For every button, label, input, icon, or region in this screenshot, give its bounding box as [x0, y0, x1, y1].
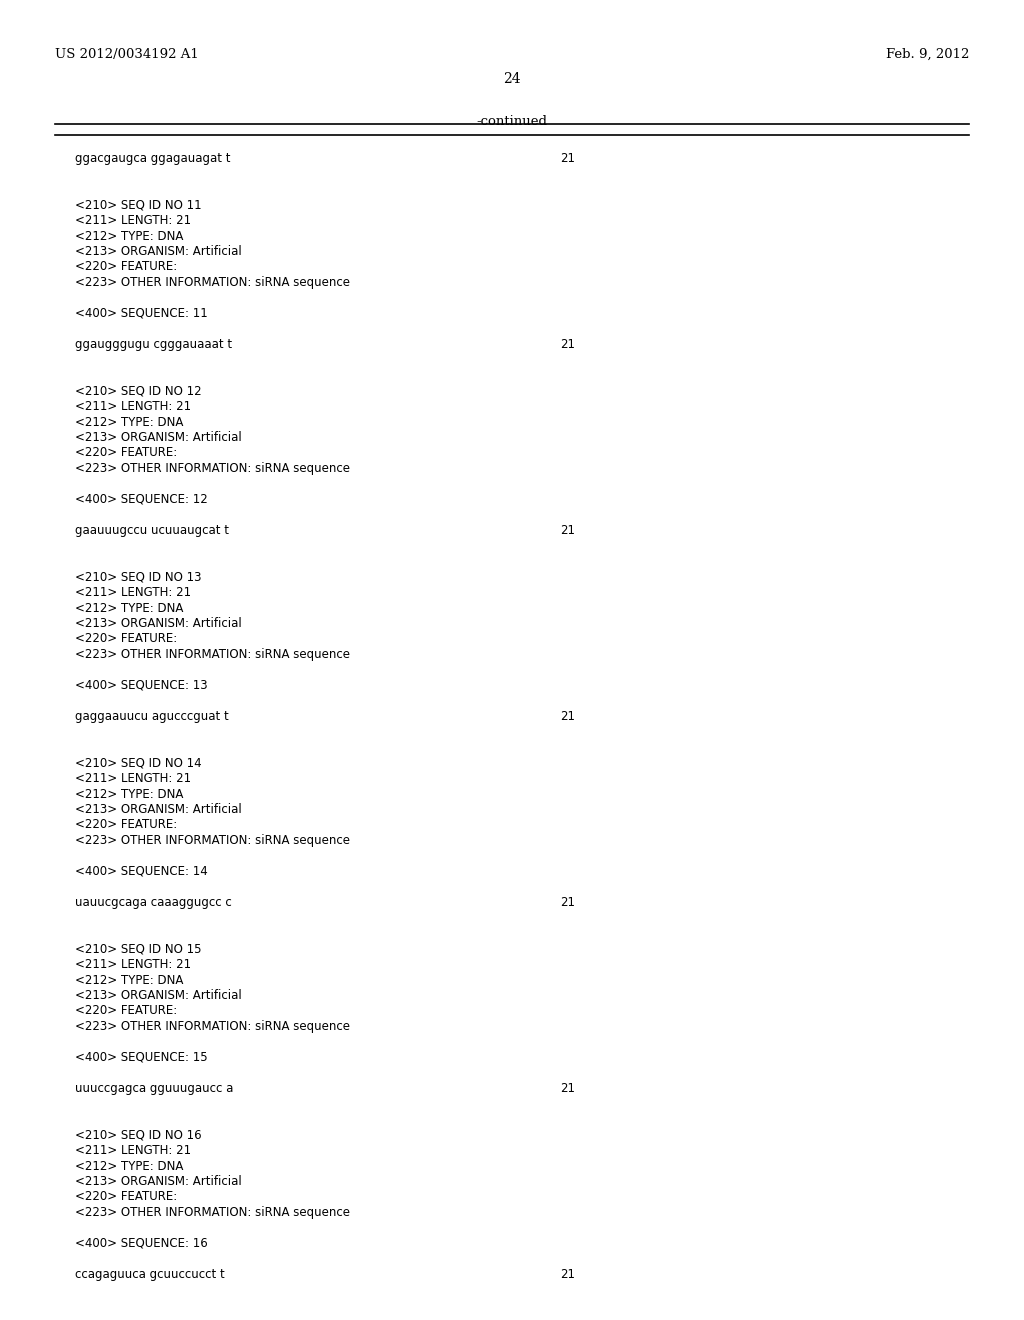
Text: ggacgaugca ggagauagat t: ggacgaugca ggagauagat t: [75, 152, 230, 165]
Text: <210> SEQ ID NO 15: <210> SEQ ID NO 15: [75, 942, 202, 956]
Text: <223> OTHER INFORMATION: siRNA sequence: <223> OTHER INFORMATION: siRNA sequence: [75, 834, 350, 847]
Text: ccagaguuca gcuuccucct t: ccagaguuca gcuuccucct t: [75, 1269, 224, 1280]
Text: 21: 21: [560, 1082, 575, 1096]
Text: US 2012/0034192 A1: US 2012/0034192 A1: [55, 48, 199, 61]
Text: uauucgcaga caaaggugcc c: uauucgcaga caaaggugcc c: [75, 896, 231, 909]
Text: <220> FEATURE:: <220> FEATURE:: [75, 446, 177, 459]
Text: <211> LENGTH: 21: <211> LENGTH: 21: [75, 586, 191, 599]
Text: <220> FEATURE:: <220> FEATURE:: [75, 632, 177, 645]
Text: <400> SEQUENCE: 16: <400> SEQUENCE: 16: [75, 1237, 208, 1250]
Text: <213> ORGANISM: Artificial: <213> ORGANISM: Artificial: [75, 803, 242, 816]
Text: <223> OTHER INFORMATION: siRNA sequence: <223> OTHER INFORMATION: siRNA sequence: [75, 276, 350, 289]
Text: <210> SEQ ID NO 13: <210> SEQ ID NO 13: [75, 570, 202, 583]
Text: <220> FEATURE:: <220> FEATURE:: [75, 260, 177, 273]
Text: <212> TYPE: DNA: <212> TYPE: DNA: [75, 788, 183, 800]
Text: <223> OTHER INFORMATION: siRNA sequence: <223> OTHER INFORMATION: siRNA sequence: [75, 1020, 350, 1034]
Text: <400> SEQUENCE: 14: <400> SEQUENCE: 14: [75, 865, 208, 878]
Text: 21: 21: [560, 710, 575, 723]
Text: Feb. 9, 2012: Feb. 9, 2012: [886, 48, 969, 61]
Text: 24: 24: [503, 73, 521, 86]
Text: <212> TYPE: DNA: <212> TYPE: DNA: [75, 1159, 183, 1172]
Text: <210> SEQ ID NO 12: <210> SEQ ID NO 12: [75, 384, 202, 397]
Text: <400> SEQUENCE: 11: <400> SEQUENCE: 11: [75, 308, 208, 319]
Text: <213> ORGANISM: Artificial: <213> ORGANISM: Artificial: [75, 1175, 242, 1188]
Text: 21: 21: [560, 338, 575, 351]
Text: <400> SEQUENCE: 12: <400> SEQUENCE: 12: [75, 492, 208, 506]
Text: <211> LENGTH: 21: <211> LENGTH: 21: [75, 958, 191, 972]
Text: <213> ORGANISM: Artificial: <213> ORGANISM: Artificial: [75, 432, 242, 444]
Text: <223> OTHER INFORMATION: siRNA sequence: <223> OTHER INFORMATION: siRNA sequence: [75, 462, 350, 475]
Text: 21: 21: [560, 1269, 575, 1280]
Text: 21: 21: [560, 152, 575, 165]
Text: ggaugggugu cgggauaaat t: ggaugggugu cgggauaaat t: [75, 338, 232, 351]
Text: <213> ORGANISM: Artificial: <213> ORGANISM: Artificial: [75, 246, 242, 257]
Text: uuuccgagca gguuugaucc a: uuuccgagca gguuugaucc a: [75, 1082, 233, 1096]
Text: <400> SEQUENCE: 15: <400> SEQUENCE: 15: [75, 1051, 208, 1064]
Text: <210> SEQ ID NO 11: <210> SEQ ID NO 11: [75, 198, 202, 211]
Text: <212> TYPE: DNA: <212> TYPE: DNA: [75, 230, 183, 243]
Text: <212> TYPE: DNA: <212> TYPE: DNA: [75, 416, 183, 429]
Text: <211> LENGTH: 21: <211> LENGTH: 21: [75, 400, 191, 413]
Text: <213> ORGANISM: Artificial: <213> ORGANISM: Artificial: [75, 989, 242, 1002]
Text: <211> LENGTH: 21: <211> LENGTH: 21: [75, 1144, 191, 1158]
Text: <220> FEATURE:: <220> FEATURE:: [75, 1191, 177, 1204]
Text: <213> ORGANISM: Artificial: <213> ORGANISM: Artificial: [75, 616, 242, 630]
Text: <211> LENGTH: 21: <211> LENGTH: 21: [75, 214, 191, 227]
Text: <211> LENGTH: 21: <211> LENGTH: 21: [75, 772, 191, 785]
Text: 21: 21: [560, 896, 575, 909]
Text: 21: 21: [560, 524, 575, 537]
Text: <220> FEATURE:: <220> FEATURE:: [75, 818, 177, 832]
Text: -continued: -continued: [476, 115, 548, 128]
Text: <210> SEQ ID NO 14: <210> SEQ ID NO 14: [75, 756, 202, 770]
Text: <212> TYPE: DNA: <212> TYPE: DNA: [75, 602, 183, 615]
Text: <223> OTHER INFORMATION: siRNA sequence: <223> OTHER INFORMATION: siRNA sequence: [75, 648, 350, 661]
Text: gaauuugccu ucuuaugcat t: gaauuugccu ucuuaugcat t: [75, 524, 229, 537]
Text: <210> SEQ ID NO 16: <210> SEQ ID NO 16: [75, 1129, 202, 1142]
Text: gaggaauucu agucccguat t: gaggaauucu agucccguat t: [75, 710, 228, 723]
Text: <400> SEQUENCE: 13: <400> SEQUENCE: 13: [75, 678, 208, 692]
Text: <212> TYPE: DNA: <212> TYPE: DNA: [75, 974, 183, 986]
Text: <223> OTHER INFORMATION: siRNA sequence: <223> OTHER INFORMATION: siRNA sequence: [75, 1206, 350, 1218]
Text: <220> FEATURE:: <220> FEATURE:: [75, 1005, 177, 1018]
